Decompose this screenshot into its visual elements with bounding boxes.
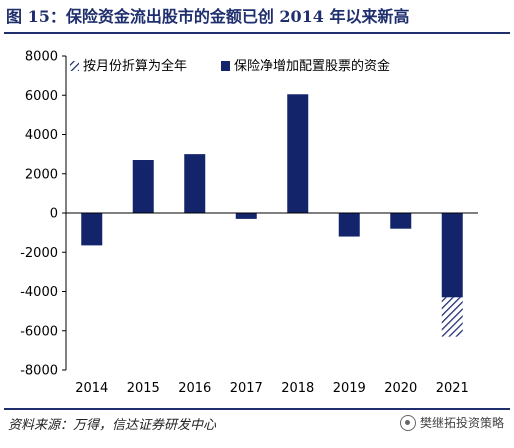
y-tick-label: -8000 [20, 364, 58, 379]
y-tick-label: 8000 [25, 50, 58, 65]
bar-2019 [338, 213, 360, 237]
x-tick-label: 2018 [281, 381, 314, 396]
x-tick-label: 2020 [384, 381, 417, 396]
legend-swatch-hatched [70, 61, 79, 71]
bar-2017 [235, 213, 257, 219]
y-tick-label: 6000 [25, 89, 58, 104]
bar-2016 [184, 154, 206, 213]
x-tick-label: 2014 [75, 381, 108, 396]
bar-2021 [441, 213, 463, 298]
figure-title: 图 15：保险资金流出股市的金额已创 2014 年以来新高 [6, 7, 410, 26]
source-note: 资料来源：万得，信达证券研发中心 [8, 418, 217, 433]
y-tick-label: 4000 [25, 128, 58, 143]
legend-label-hatched: 按月份折算为全年 [83, 58, 187, 74]
x-tick-label: 2019 [333, 381, 366, 396]
y-tick-label: 2000 [25, 167, 58, 182]
y-tick-label: -2000 [20, 246, 58, 261]
watermark-text: 樊继拓投资策略 [419, 416, 504, 430]
x-tick-label: 2016 [178, 381, 211, 396]
x-tick-label: 2015 [127, 381, 160, 396]
legend-swatch-solid [221, 61, 230, 71]
bar-2018 [287, 94, 309, 213]
hatched-bar-2021 [441, 297, 463, 337]
wechat-icon [399, 414, 416, 431]
watermark: 樊继拓投资策略 [399, 414, 504, 431]
title-rule [4, 32, 510, 34]
x-tick-label: 2021 [436, 381, 469, 396]
y-tick-label: 0 [50, 207, 58, 222]
source-rule [4, 408, 510, 410]
bar-2015 [132, 160, 154, 213]
y-tick-label: -6000 [20, 324, 58, 339]
y-tick-label: -4000 [20, 285, 58, 300]
legend-label-solid: 保险净增加配置股票的资金 [234, 58, 390, 74]
bar-2020 [390, 213, 412, 229]
x-tick-label: 2017 [230, 381, 263, 396]
bar-2014 [81, 213, 103, 246]
